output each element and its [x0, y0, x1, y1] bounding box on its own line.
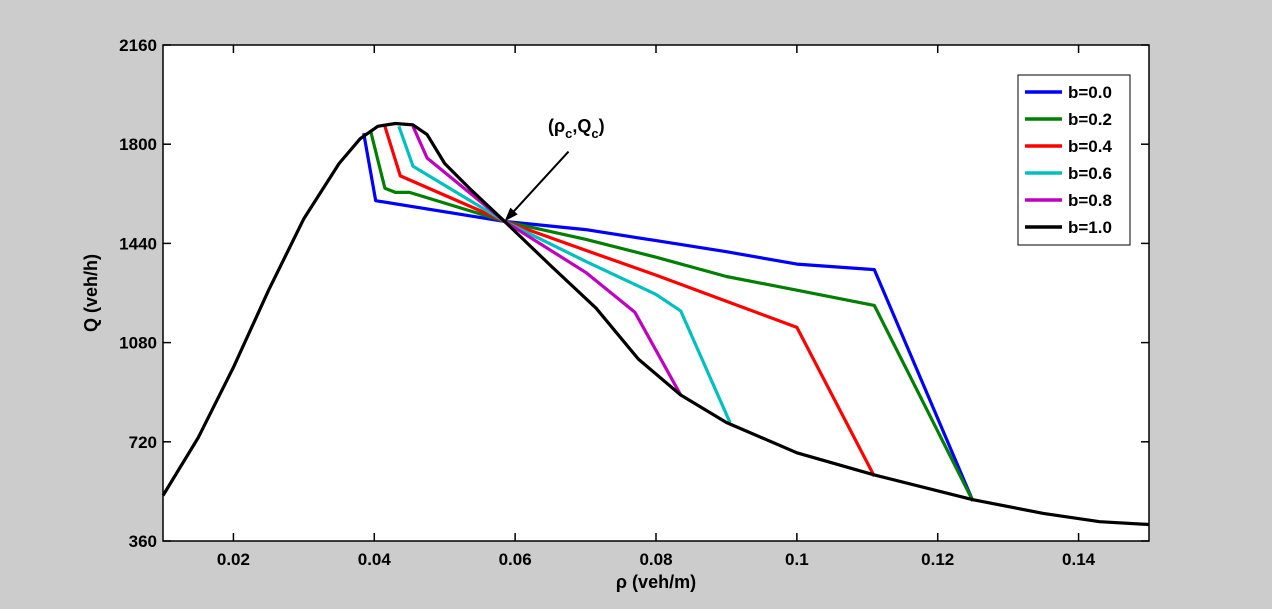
- legend-label-5: b=1.0: [1068, 218, 1112, 237]
- legend-label-4: b=0.8: [1068, 191, 1112, 210]
- y-tick-label: 1800: [119, 135, 157, 154]
- legend-items: b=0.0 b=0.2 b=0.4 b=0.6 b=0.8 b=1.0: [1025, 83, 1112, 237]
- legend-label-3: b=0.6: [1068, 164, 1112, 183]
- x-tick-label: 0.04: [358, 550, 392, 569]
- x-tick-label: 0.12: [921, 550, 954, 569]
- annotation-q-subscript: c: [591, 126, 598, 141]
- annotation-label: (ρc,Qc): [548, 116, 605, 141]
- series-line-5: [161, 121, 1150, 527]
- x-tick-label: 0.02: [217, 550, 250, 569]
- critical-point-annotation: (ρc,Qc): [504, 116, 605, 222]
- y-axis-label: Q (veh/h): [81, 254, 101, 332]
- series-line-3: [397, 125, 732, 424]
- tick-layer: 0.02 0.04 0.06 0.08 0.1 0.12 0.14 360 720 1080 144…: [119, 36, 1149, 569]
- annotation-rho: ρ: [554, 116, 565, 136]
- annotation-open-paren: (: [548, 116, 554, 136]
- annotation-arrow-head: [504, 207, 518, 222]
- y-tick-label: 360: [129, 532, 157, 551]
- series-line-0: [362, 132, 975, 502]
- annotation-comma: ,: [572, 116, 577, 136]
- y-tick-label: 2160: [119, 36, 157, 55]
- series-line-1: [369, 131, 975, 502]
- legend: b=0.0 b=0.2 b=0.4 b=0.6 b=0.8 b=1.0: [1017, 74, 1131, 246]
- series-line-4: [411, 125, 683, 396]
- annotation-close-paren: ): [599, 116, 605, 136]
- x-tick-label: 0.14: [1062, 550, 1096, 569]
- y-tick-label: 720: [129, 433, 157, 452]
- x-tick-label: 0.1: [785, 550, 809, 569]
- series-line-2: [383, 125, 876, 477]
- x-tick-label: 0.08: [639, 550, 672, 569]
- legend-label-0: b=0.0: [1068, 83, 1112, 102]
- y-tick-label: 1080: [119, 334, 157, 353]
- legend-label-2: b=0.4: [1068, 137, 1112, 156]
- annotation-q: Q: [577, 116, 591, 136]
- series-layer: [161, 121, 1150, 527]
- legend-label-1: b=0.2: [1068, 110, 1112, 129]
- x-axis-label: ρ (veh/m): [616, 572, 696, 592]
- y-tick-label: 1440: [119, 234, 157, 253]
- annotation-rho-subscript: c: [565, 126, 572, 141]
- annotation-arrow-line: [513, 150, 570, 212]
- x-tick-label: 0.06: [499, 550, 532, 569]
- legend-box: [1017, 74, 1131, 246]
